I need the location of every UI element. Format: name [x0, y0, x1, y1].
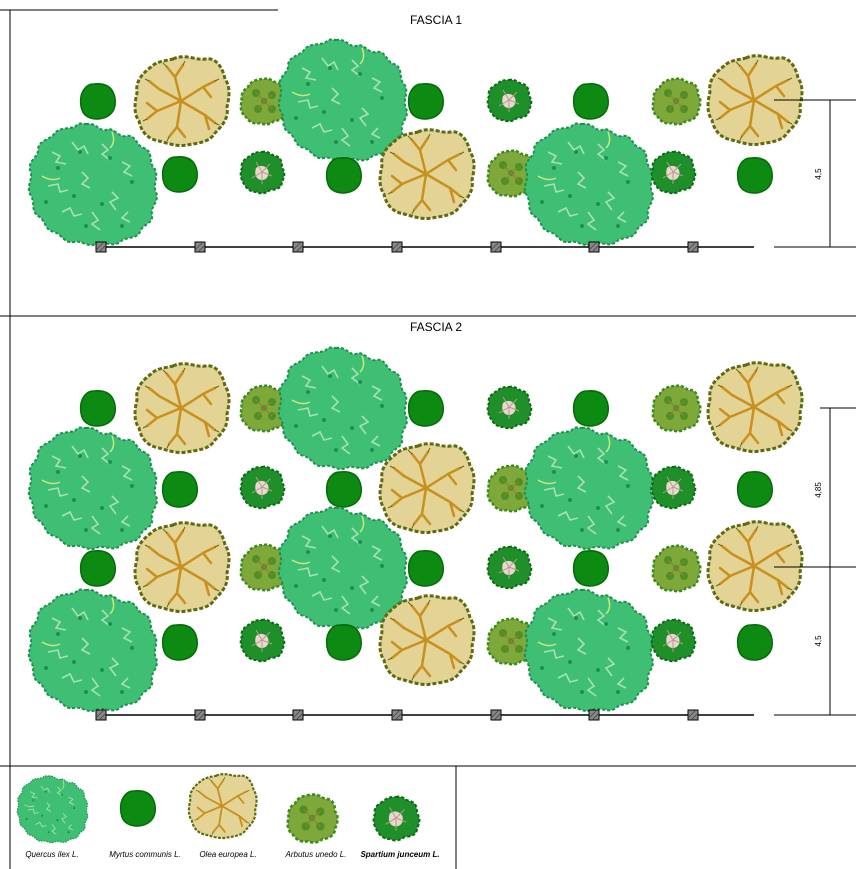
quercus-plant [523, 588, 654, 713]
legend: Quercus ilex L. Myrtus communis L. Olea … [9, 766, 457, 869]
quercus-plant [27, 588, 158, 713]
spartium-plant [486, 385, 533, 430]
quercus-plant [27, 122, 158, 247]
arbutus-plant [651, 77, 702, 126]
legend-label-olea: Olea europea L. [199, 850, 256, 859]
spartium-plant [650, 618, 697, 663]
olea-plant [378, 128, 476, 221]
spartium-plant [650, 465, 697, 510]
myrtus-plant [407, 83, 444, 120]
olea-plant [378, 594, 476, 687]
post-marker [391, 709, 403, 721]
olea-plant [706, 361, 804, 454]
panel-fascia-1: FASCIA 1 4,5 [0, 9, 856, 317]
olea-plant [706, 520, 804, 613]
olea-plant [378, 442, 476, 535]
myrtus-plant [79, 550, 116, 587]
quercus-plant [523, 122, 654, 247]
myrtus-plant [161, 156, 198, 193]
spartium-plant [239, 618, 286, 663]
myrtus-plant [736, 471, 773, 508]
post-marker [95, 709, 107, 721]
myrtus-plant [572, 550, 609, 587]
olea-plant [133, 362, 231, 455]
spartium-plant [486, 78, 533, 123]
myrtus-plant [325, 471, 362, 508]
legend-label-spartium: Spartium junceum L. [360, 850, 439, 859]
spartium-plant [650, 150, 697, 195]
post-marker [588, 709, 600, 721]
quercus-plant [277, 506, 408, 631]
legend-label-quercus: Quercus ilex L. [25, 850, 78, 859]
post-marker [391, 241, 403, 253]
dimension-label: 4,85 [814, 482, 823, 498]
myrtus-plant [572, 83, 609, 120]
dimension-label: 4,5 [814, 635, 823, 647]
post-marker [292, 241, 304, 253]
post-marker [490, 709, 502, 721]
myrtus-plant [79, 390, 116, 427]
post-marker [194, 241, 206, 253]
dimension-line [774, 99, 856, 248]
myrtus-plant [736, 624, 773, 661]
dimension-label: 4,5 [814, 168, 823, 180]
myrtus-plant [161, 624, 198, 661]
quercus-plant [27, 426, 158, 551]
myrtus-plant [407, 390, 444, 427]
myrtus-communis-icon [119, 790, 156, 827]
arbutus-unedo-icon [286, 793, 339, 844]
myrtus-plant [736, 157, 773, 194]
olea-europea-icon [187, 773, 258, 840]
spartium-plant [486, 545, 533, 590]
myrtus-plant [407, 550, 444, 587]
post-marker [95, 241, 107, 253]
myrtus-plant [161, 471, 198, 508]
post-marker [194, 709, 206, 721]
arbutus-plant [651, 384, 702, 433]
myrtus-plant [79, 83, 116, 120]
quercus-plant [277, 38, 408, 163]
legend-label-arbutus: Arbutus unedo L. [285, 850, 347, 859]
myrtus-plant [325, 157, 362, 194]
post-marker [292, 709, 304, 721]
myrtus-plant [572, 390, 609, 427]
quercus-ilex-icon [16, 775, 89, 844]
panel-fascia-2: FASCIA 2 [0, 316, 856, 767]
legend-label-myrtus: Myrtus communis L. [109, 850, 181, 859]
post-marker [588, 241, 600, 253]
olea-plant [133, 521, 231, 614]
spartium-plant [239, 150, 286, 195]
post-marker [687, 709, 699, 721]
quercus-plant [523, 426, 654, 551]
arbutus-plant [651, 544, 702, 593]
dimension-line [774, 407, 856, 716]
olea-plant [133, 55, 231, 148]
myrtus-plant [325, 624, 362, 661]
quercus-plant [277, 346, 408, 471]
panel-title: FASCIA 2 [410, 320, 462, 334]
panel-title: FASCIA 1 [410, 13, 462, 27]
post-marker [687, 241, 699, 253]
spartium-junceum-icon [372, 795, 421, 842]
spartium-plant [239, 465, 286, 510]
post-marker [490, 241, 502, 253]
